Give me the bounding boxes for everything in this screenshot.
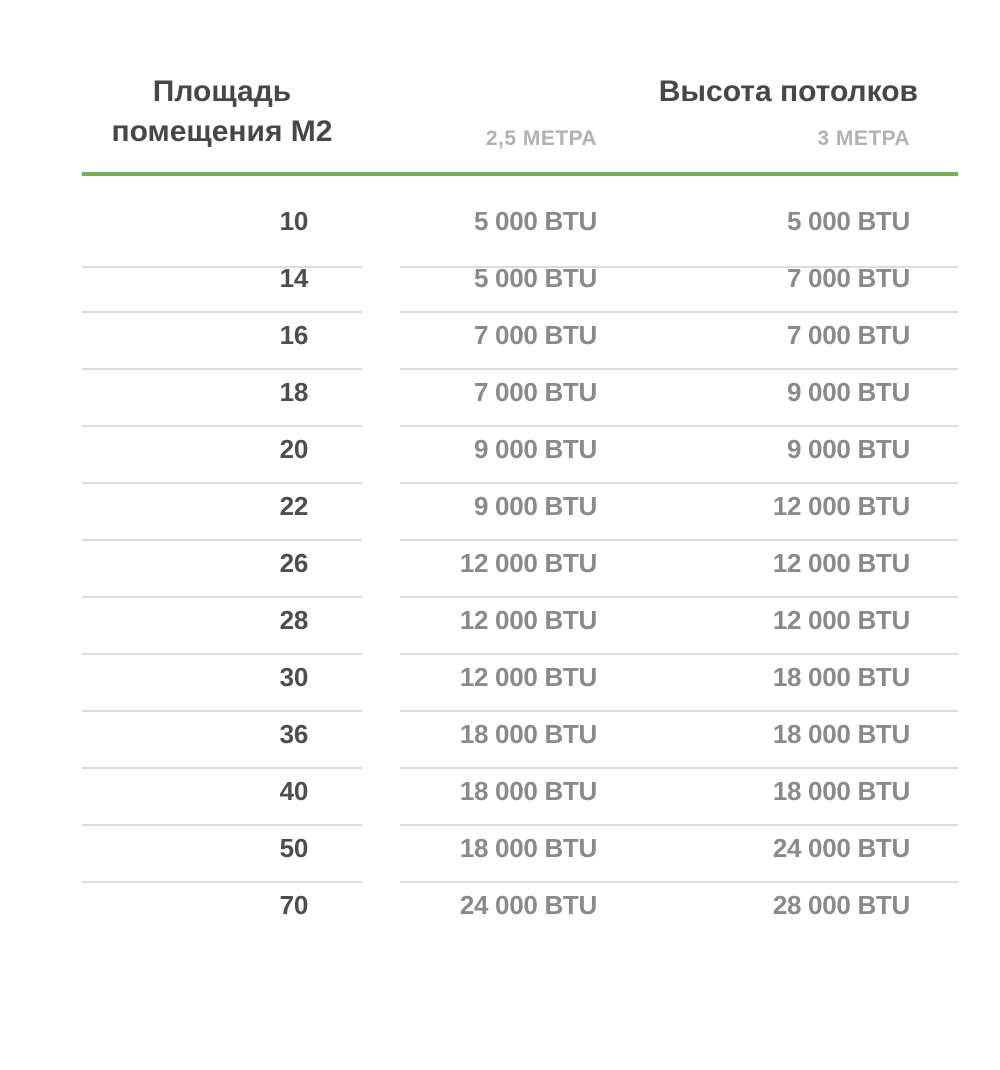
area-cell: 70	[279, 890, 309, 920]
btu-25m-cell: 18 000 BTU	[459, 833, 597, 863]
btu-3m-cell: 28 000 BTU	[772, 890, 910, 920]
btu-3m-cell: 7 000 BTU	[786, 263, 910, 293]
btu-3m-cell: 12 000 BTU	[772, 605, 910, 635]
green-divider	[82, 172, 958, 176]
btu-cells: 9 000 BTU 9 000 BTU	[400, 416, 958, 484]
btu-cells: 18 000 BTU 24 000 BTU	[400, 815, 958, 883]
area-column-title-line2: помещения М2	[111, 115, 333, 148]
area-cell: 40	[82, 758, 362, 826]
btu-3m-cell: 12 000 BTU	[772, 491, 910, 521]
btu-25m-cell: 5 000 BTU	[473, 206, 597, 236]
area-cell: 20	[82, 416, 362, 484]
area-column-title: Площадь помещения М2	[82, 70, 362, 156]
area-cell: 30	[82, 644, 362, 712]
table-row: 26 12 000 BTU 12 000 BTU	[82, 530, 958, 598]
btu-3m-cell: 9 000 BTU	[786, 377, 910, 407]
btu-3m-cell: 12 000 BTU	[772, 548, 910, 578]
btu-25m-cell: 12 000 BTU	[459, 548, 597, 578]
area-cell: 10	[82, 176, 362, 268]
table-header: Площадь помещения М2 Высота потолков 2,5…	[82, 70, 958, 156]
area-cell: 50	[82, 815, 362, 883]
btu-3m-cell: 9 000 BTU	[786, 434, 910, 464]
ceiling-height-subheaders: 2,5 МЕТРА 3 МЕТРА	[400, 114, 958, 156]
ceiling-height-title: Высота потолков	[658, 75, 918, 108]
subheader-2-5m: 2,5 МЕТРА	[485, 127, 597, 150]
btu-cells: 7 000 BTU 9 000 BTU	[400, 359, 958, 427]
btu-cells: 5 000 BTU 5 000 BTU	[400, 176, 958, 268]
btu-25m-cell: 9 000 BTU	[473, 491, 597, 521]
btu-3m-cell: 24 000 BTU	[772, 833, 910, 863]
btu-3m-cell: 5 000 BTU	[786, 206, 910, 236]
table-row: 70 24 000 BTU 28 000 BTU	[82, 872, 958, 929]
table-row: 20 9 000 BTU 9 000 BTU	[82, 416, 958, 484]
table-row: 30 12 000 BTU 18 000 BTU	[82, 644, 958, 712]
area-cell: 26	[82, 530, 362, 598]
btu-25m-cell: 18 000 BTU	[459, 776, 597, 806]
btu-cells: 12 000 BTU 12 000 BTU	[400, 530, 958, 598]
btu-25m-cell: 18 000 BTU	[459, 719, 597, 749]
table-row: 28 12 000 BTU 12 000 BTU	[82, 587, 958, 655]
btu-3m-cell: 18 000 BTU	[772, 776, 910, 806]
btu-25m-cell: 7 000 BTU	[473, 320, 597, 350]
area-column-title-line1: Площадь	[152, 75, 292, 108]
table-rows: 10 5 000 BTU 5 000 BTU 14 5 000 BTU 7 00…	[82, 176, 958, 929]
table-row: 14 5 000 BTU 7 000 BTU	[82, 245, 958, 313]
btu-cells: 18 000 BTU 18 000 BTU	[400, 758, 958, 826]
area-cell: 28	[82, 587, 362, 655]
btu-25m-cell: 12 000 BTU	[459, 662, 597, 692]
btu-25m-cell: 7 000 BTU	[473, 377, 597, 407]
btu-25m-cell: 9 000 BTU	[473, 434, 597, 464]
btu-25m-cell: 24 000 BTU	[459, 890, 597, 920]
table-row: 22 9 000 BTU 12 000 BTU	[82, 473, 958, 541]
btu-3m-cell: 18 000 BTU	[772, 662, 910, 692]
area-cell: 16	[82, 302, 362, 370]
btu-25m-cell: 12 000 BTU	[459, 605, 597, 635]
btu-cells: 5 000 BTU 7 000 BTU	[400, 245, 958, 313]
btu-table: Площадь помещения М2 Высота потолков 2,5…	[82, 70, 958, 929]
table-row: 18 7 000 BTU 9 000 BTU	[82, 359, 958, 427]
column-gap	[362, 872, 400, 938]
table-row: 10 5 000 BTU 5 000 BTU	[82, 176, 958, 268]
btu-cells: 18 000 BTU 18 000 BTU	[400, 701, 958, 769]
btu-cells: 9 000 BTU 12 000 BTU	[400, 473, 958, 541]
btu-25m-cell: 5 000 BTU	[473, 263, 597, 293]
btu-3m-cell: 7 000 BTU	[786, 320, 910, 350]
btu-cells: 24 000 BTU 28 000 BTU	[400, 872, 958, 938]
table-row: 50 18 000 BTU 24 000 BTU	[82, 815, 958, 883]
btu-3m-cell: 18 000 BTU	[772, 719, 910, 749]
table-row: 36 18 000 BTU 18 000 BTU	[82, 701, 958, 769]
btu-cells: 12 000 BTU 18 000 BTU	[400, 644, 958, 712]
table-row: 16 7 000 BTU 7 000 BTU	[82, 302, 958, 370]
area-cell: 36	[82, 701, 362, 769]
btu-cells: 12 000 BTU 12 000 BTU	[400, 587, 958, 655]
area-cell: 18	[82, 359, 362, 427]
table-row: 40 18 000 BTU 18 000 BTU	[82, 758, 958, 826]
area-cell: 22	[82, 473, 362, 541]
area-cell: 14	[82, 245, 362, 313]
btu-cells: 7 000 BTU 7 000 BTU	[400, 302, 958, 370]
subheader-3m: 3 МЕТРА	[817, 127, 910, 150]
